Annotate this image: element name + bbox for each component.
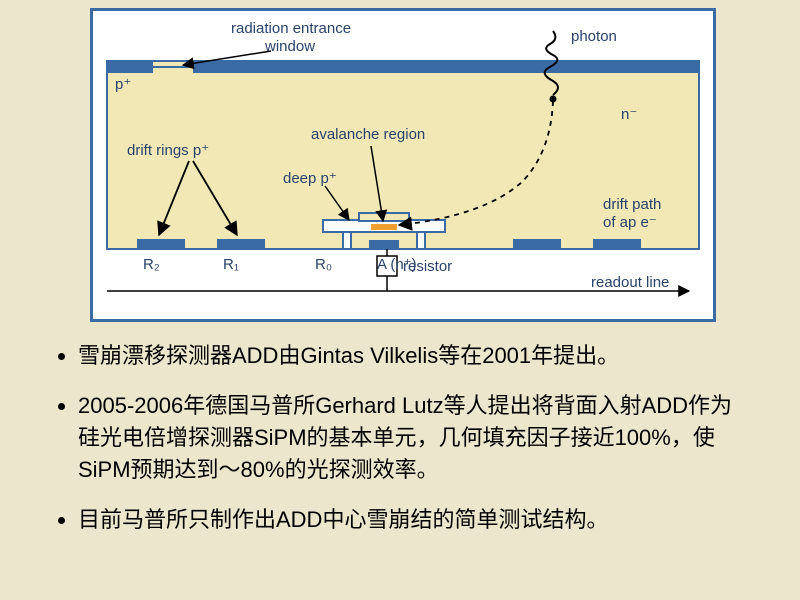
label-R2: R₂ xyxy=(143,256,160,273)
list-item: 雪崩漂移探测器ADD由Gintas Vilkelis等在2001年提出。 xyxy=(78,340,750,372)
label-n-minus: n⁻ xyxy=(621,106,637,123)
detector-diagram: radiation entrance window photon p⁺ n⁻ d… xyxy=(90,8,716,322)
label-radiation-window: radiation entrance xyxy=(231,20,351,37)
label-drift-path-1: drift path xyxy=(603,196,661,213)
label-p-plus: p⁺ xyxy=(115,76,131,93)
list-item: 目前马普所只制作出ADD中心雪崩结的简单测试结构。 xyxy=(78,504,750,536)
label-resistor: resistor xyxy=(403,258,452,275)
bullet-list: 雪崩漂移探测器ADD由Gintas Vilkelis等在2001年提出。 200… xyxy=(50,340,750,553)
label-avalanche: avalanche region xyxy=(311,126,425,143)
label-deep-p: deep p⁺ xyxy=(283,170,337,187)
svg-text:window: window xyxy=(264,38,315,55)
label-drift-rings: drift rings p⁺ xyxy=(127,142,209,159)
label-R0: R₀ xyxy=(315,256,332,273)
list-item: 2005-2006年德国马普所Gerhard Lutz等人提出将背面入射ADD作… xyxy=(78,390,750,486)
label-photon: photon xyxy=(571,28,617,45)
avalanche-pad xyxy=(371,224,397,230)
label-drift-path-2: of ap e⁻ xyxy=(603,214,657,231)
label-R1: R₁ xyxy=(223,256,239,273)
label-readout: readout line xyxy=(591,274,669,291)
